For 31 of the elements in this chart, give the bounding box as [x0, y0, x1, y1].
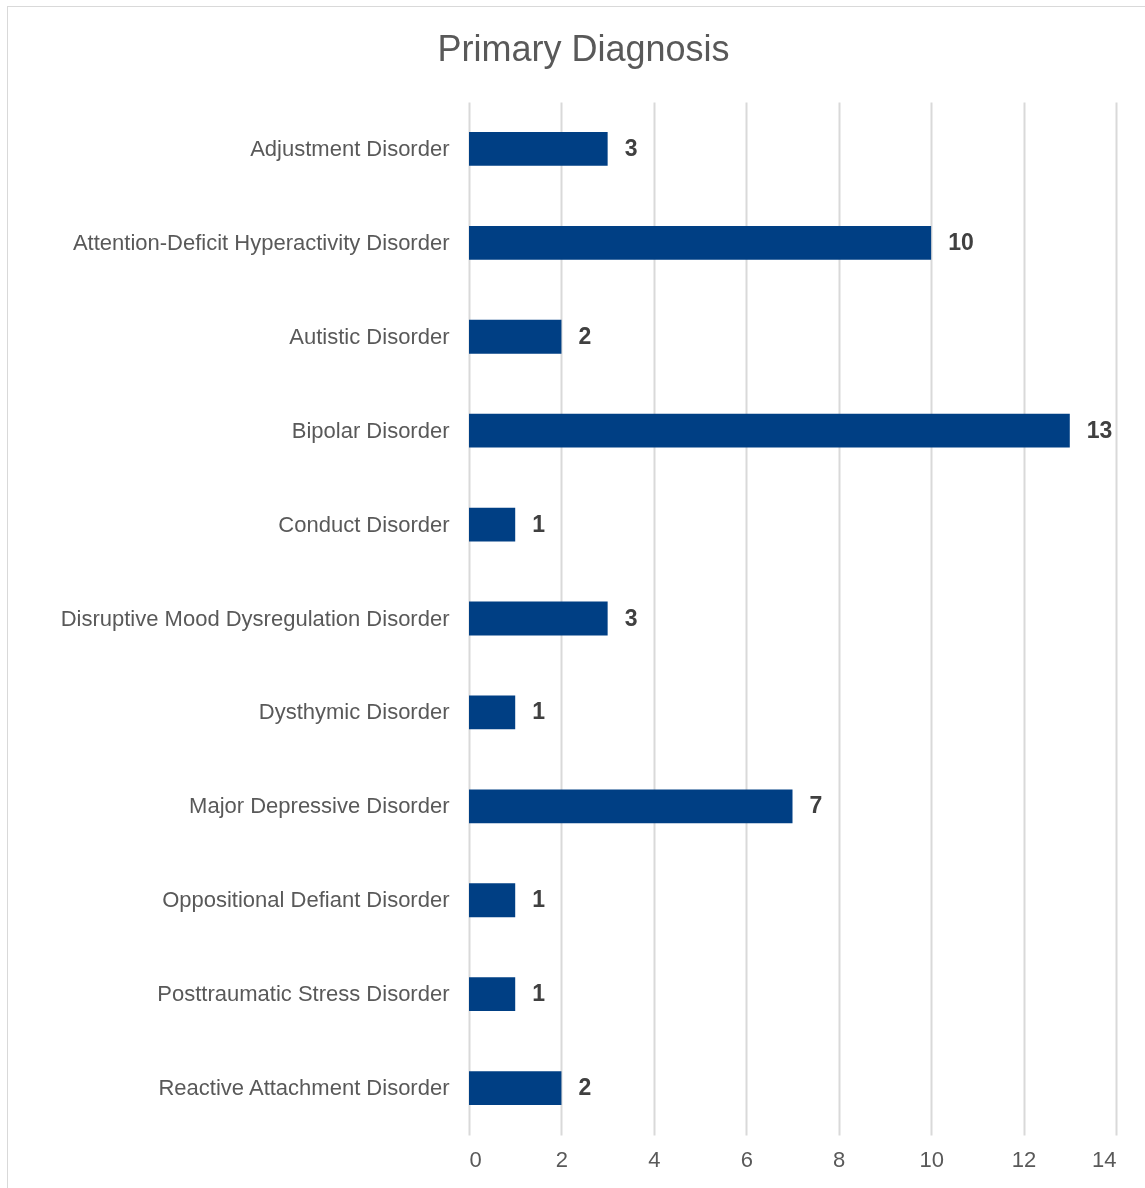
y-tick-label: Conduct Disorder: [278, 511, 450, 537]
x-tick-label: 4: [648, 1146, 661, 1172]
y-tick-label: Attention-Deficit Hyperactivity Disorder: [72, 229, 450, 255]
y-tick-label: Adjustment Disorder: [250, 135, 450, 161]
x-tick-label: 2: [555, 1146, 569, 1172]
y-tick-label: Major Depressive Disorder: [189, 793, 450, 819]
data-label: 2: [578, 322, 592, 349]
y-tick-label: Dysthymic Disorder: [258, 699, 450, 725]
y-tick-label: Oppositional Defiant Disorder: [162, 887, 450, 913]
x-tick-label: 8: [833, 1146, 846, 1172]
chart-title: Primary Diagnosis: [437, 28, 730, 69]
data-label: 3: [624, 604, 638, 631]
y-tick-label: Bipolar Disorder: [291, 417, 450, 443]
data-label: 2: [578, 1074, 592, 1101]
data-label: 1: [532, 886, 546, 913]
data-label: 1: [532, 980, 546, 1007]
data-label: 1: [532, 698, 546, 725]
y-tick-label: Disruptive Mood Dysregulation Disorder: [60, 605, 450, 631]
x-tick-label: 0: [469, 1146, 482, 1172]
y-tick-label: Reactive Attachment Disorder: [158, 1075, 450, 1101]
data-label: 10: [948, 228, 974, 255]
data-label: 1: [532, 510, 546, 537]
x-tick-label: 12: [1011, 1146, 1037, 1172]
x-tick-label: 6: [740, 1146, 753, 1172]
y-tick-label: Posttraumatic Stress Disorder: [157, 981, 450, 1007]
x-tick-label: 14: [1092, 1146, 1117, 1172]
data-label: 3: [624, 134, 638, 161]
y-tick-label: Autistic Disorder: [289, 323, 450, 349]
x-tick-label: 10: [919, 1146, 944, 1172]
data-label: 7: [809, 792, 823, 819]
data-label: 13: [1086, 416, 1113, 443]
